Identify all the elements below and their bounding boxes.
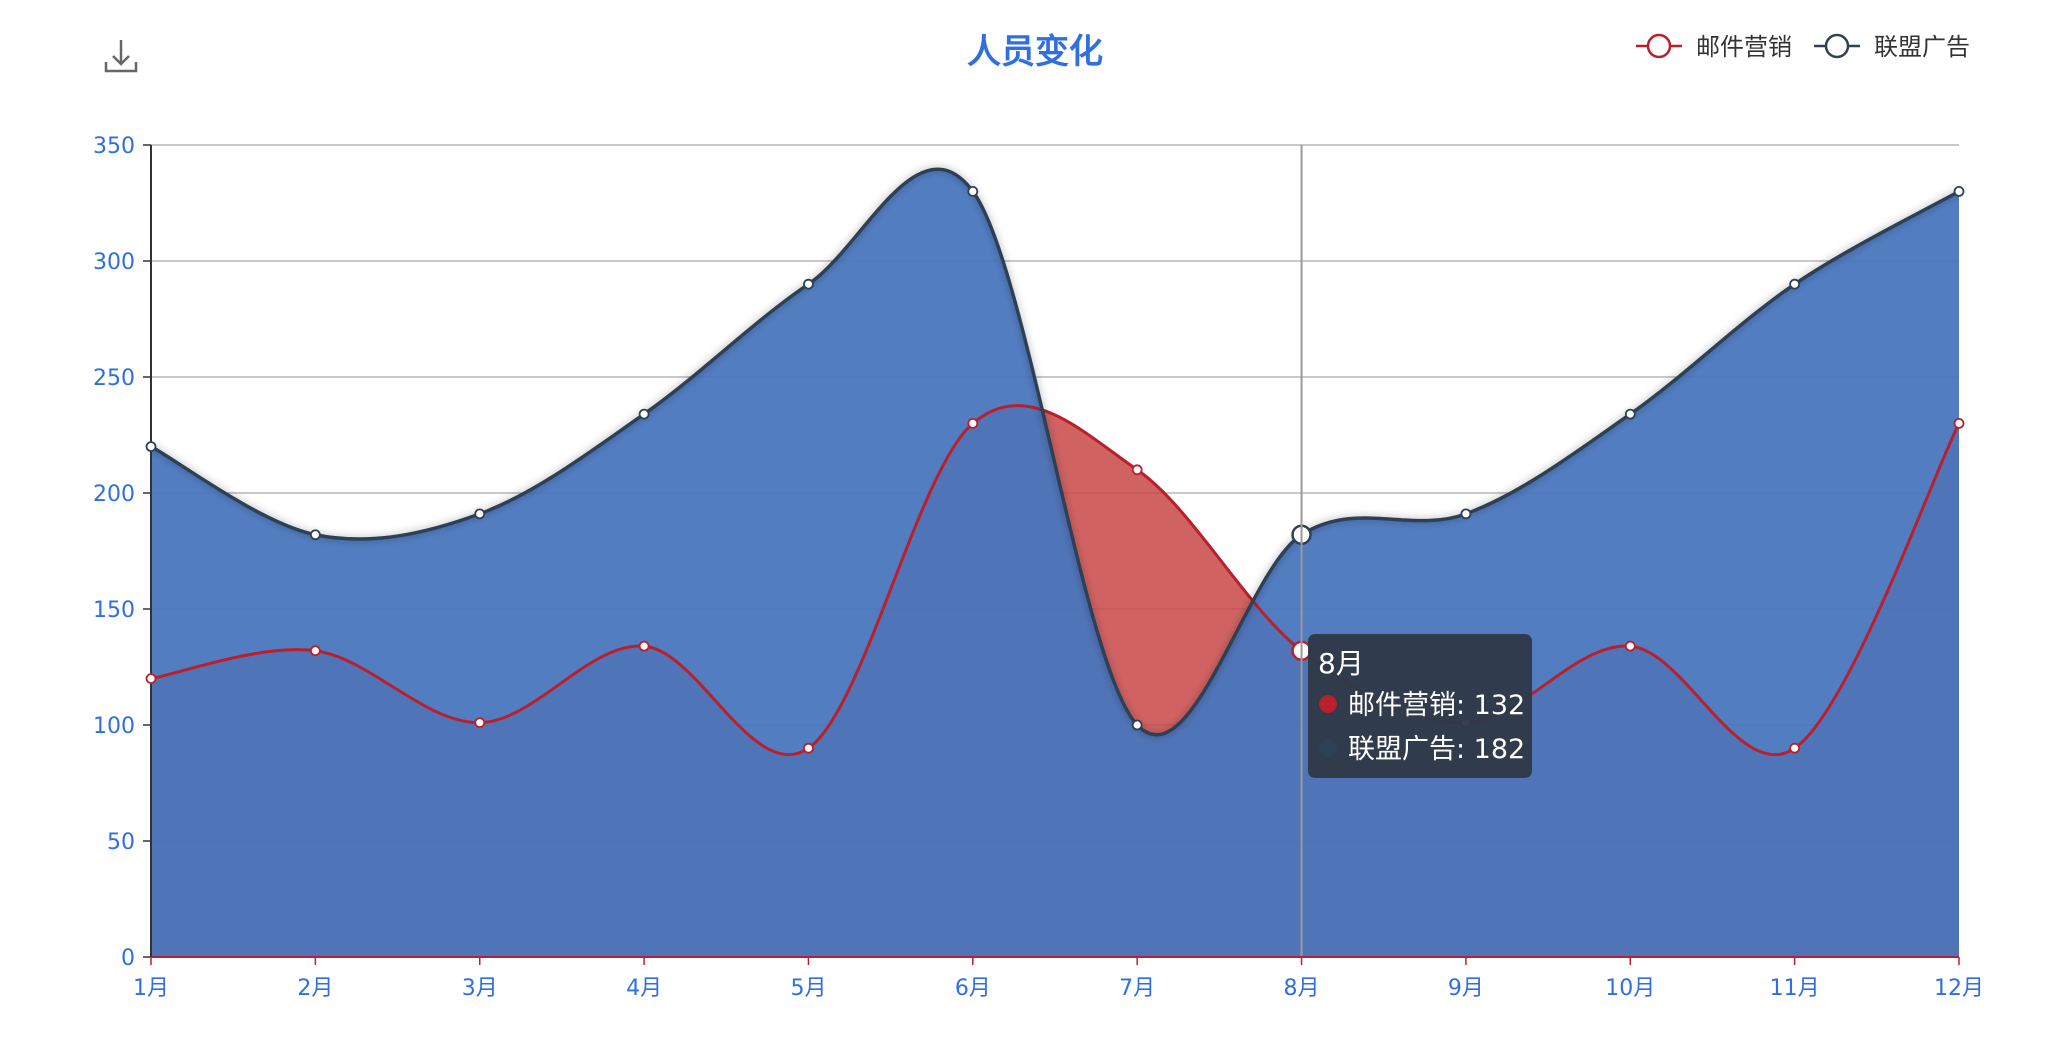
y-tick-label: 0	[121, 946, 135, 971]
x-tick-label: 3月	[462, 976, 498, 1001]
tooltip-email-value: 邮件营销: 132	[1348, 690, 1525, 721]
email-marketing-point[interactable]	[1131, 464, 1143, 476]
x-tick-label: 6月	[955, 976, 991, 1001]
alliance-ads-point[interactable]	[1624, 408, 1636, 420]
email-marketing-point[interactable]	[474, 717, 486, 729]
y-tick-label: 250	[93, 366, 135, 391]
tooltip-title: 8月	[1318, 647, 1364, 680]
email-marketing-point[interactable]	[1789, 742, 1801, 754]
legend-circle-icon	[1646, 33, 1672, 59]
alliance-ads-point[interactable]	[1131, 719, 1143, 731]
email-marketing-point[interactable]	[803, 742, 814, 754]
tooltip-background	[1308, 634, 1532, 778]
legend-label: 联盟广告	[1874, 33, 1970, 61]
alliance-ads-point[interactable]	[145, 441, 157, 453]
alliance-ads-point[interactable]	[967, 185, 979, 197]
alliance-ads-point[interactable]	[309, 529, 321, 541]
x-tick-label: 10月	[1605, 976, 1655, 1001]
legend-circle-icon	[1824, 33, 1850, 59]
email-marketing-point[interactable]	[1953, 417, 1965, 429]
email-marketing-point[interactable]	[309, 645, 321, 657]
y-tick-label: 100	[93, 714, 135, 739]
alliance-ads-point[interactable]	[1460, 508, 1472, 520]
alliance-ads-point[interactable]	[638, 408, 650, 420]
alliance-ads-point[interactable]	[474, 508, 486, 520]
download-icon[interactable]	[104, 40, 138, 73]
x-tick-label: 7月	[1119, 976, 1155, 1001]
alliance-ads-area	[151, 169, 1959, 957]
y-tick-label: 150	[93, 598, 135, 623]
email-marketing-point[interactable]	[638, 640, 650, 652]
alliance-ads-point[interactable]	[1789, 278, 1801, 290]
chart-title: 人员变化	[967, 32, 1103, 72]
tooltip-alliance-value: 联盟广告: 182	[1348, 734, 1525, 765]
y-tick-label: 200	[93, 482, 135, 507]
legend-email-marketing[interactable]: 邮件营销	[1636, 33, 1792, 61]
x-tick-label: 5月	[790, 976, 826, 1001]
email-marketing-point[interactable]	[967, 417, 979, 429]
x-tick-label: 4月	[626, 976, 662, 1001]
x-tick-label: 12月	[1934, 976, 1984, 1001]
x-tick-label: 9月	[1448, 976, 1484, 1001]
y-tick-label: 300	[93, 250, 135, 275]
x-tick-label: 2月	[297, 976, 333, 1001]
alliance-ads-point[interactable]	[803, 278, 814, 290]
y-tick-label: 50	[107, 830, 135, 855]
tooltip-alliance-marker	[1319, 739, 1337, 757]
legend-label: 邮件营销	[1696, 33, 1792, 61]
tooltip-email-marker	[1319, 695, 1337, 713]
alliance-ads-point[interactable]	[1953, 185, 1965, 197]
y-tick-label: 350	[93, 134, 135, 159]
x-tick-label: 1月	[133, 976, 169, 1001]
email-marketing-point[interactable]	[1624, 640, 1636, 652]
x-tick-label: 8月	[1284, 976, 1320, 1001]
legend-alliance-ads[interactable]: 联盟广告	[1814, 33, 1970, 61]
email-marketing-point[interactable]	[145, 673, 157, 684]
x-tick-label: 11月	[1770, 976, 1820, 1001]
